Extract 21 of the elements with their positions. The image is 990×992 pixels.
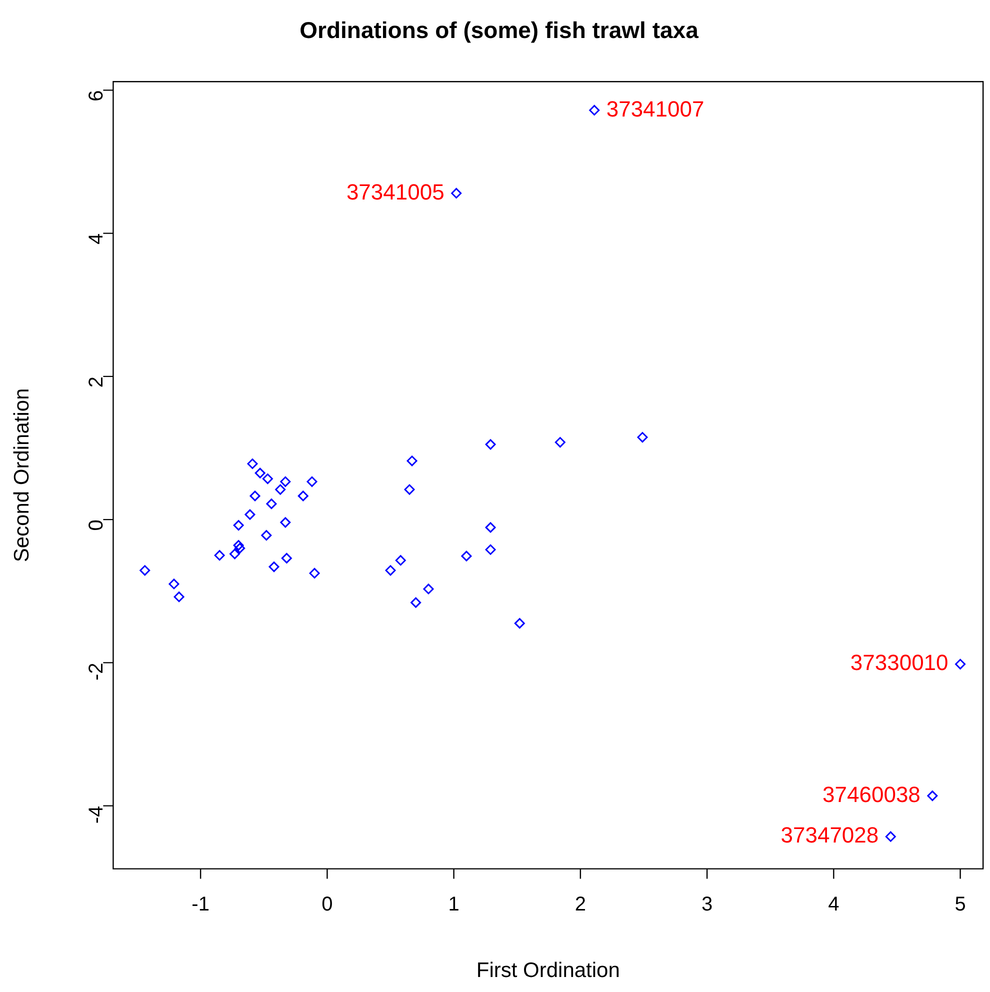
y-tick-label: -4 [86, 806, 108, 824]
annotation: 37347028 [780, 822, 879, 848]
y-tick-label: 6 [86, 90, 108, 102]
annotation: 37341005 [346, 179, 444, 204]
y-tick-label: -2 [86, 662, 108, 680]
annotation: 37460038 [822, 782, 920, 807]
x-axis-title: First Ordination [476, 959, 620, 982]
x-tick-label: 5 [954, 893, 966, 916]
y-tick-label: 0 [86, 520, 108, 531]
x-tick-label: 2 [574, 893, 586, 916]
annotation: 37341007 [606, 96, 704, 122]
x-tick-label: 3 [701, 893, 713, 916]
y-axis-title: Second Ordination [10, 388, 34, 562]
y-tick-label: 4 [86, 233, 108, 244]
x-tick-label: -1 [192, 893, 210, 916]
chart-title: Ordinations of (some) fish trawl taxa [300, 17, 699, 44]
annotation: 37330010 [850, 650, 948, 676]
y-tick-label: 2 [86, 376, 108, 388]
x-tick-label: 4 [828, 893, 840, 916]
x-tick-label: 1 [448, 893, 460, 916]
x-tick-label: 0 [322, 893, 333, 916]
